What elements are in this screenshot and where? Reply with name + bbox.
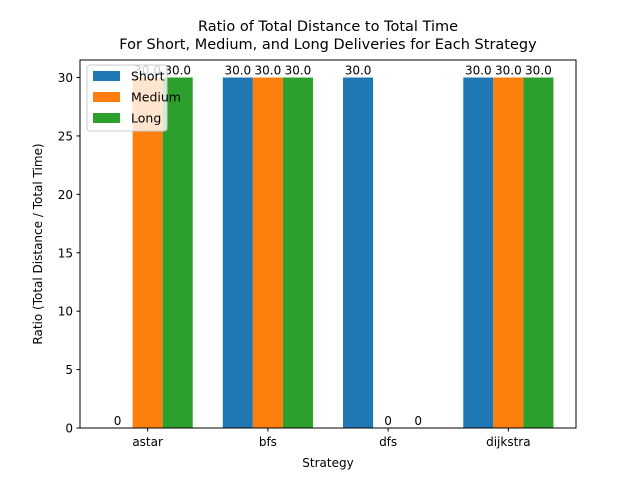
chart-title-line2: For Short, Medium, and Long Deliveries f…	[119, 37, 537, 53]
y-tick-label: 15	[58, 246, 73, 260]
x-tick-label-bfs: bfs	[259, 435, 277, 449]
y-tick-label: 30	[58, 71, 73, 85]
data-label-short-astar: 0	[114, 414, 122, 428]
data-label-long-bfs: 30.0	[285, 64, 312, 78]
plot-frame	[79, 59, 577, 429]
chart-title-line1: Ratio of Total Distance to Total Time	[198, 19, 458, 35]
data-label-short-bfs: 30.0	[224, 64, 251, 78]
legend-label-long: Long	[131, 111, 161, 126]
data-label-short-dfs: 30.0	[345, 64, 372, 78]
bar-medium-dijkstra	[493, 77, 524, 429]
legend: Short Medium Long	[86, 64, 181, 132]
bars-layer	[132, 77, 554, 429]
data-label-medium-dfs: 0	[384, 414, 392, 428]
x-tick-label-astar: astar	[132, 435, 163, 449]
bar-long-dijkstra	[523, 77, 554, 429]
legend-swatch-medium	[93, 92, 120, 102]
data-label-medium-dijkstra: 30.0	[495, 64, 522, 78]
data-label-long-dfs: 0	[414, 414, 422, 428]
y-axis-label: Ratio (Total Distance / Total Time)	[31, 143, 45, 344]
bar-short-dijkstra	[463, 77, 494, 429]
legend-label-medium: Medium	[131, 90, 181, 105]
bar-short-dfs	[343, 77, 374, 429]
x-tick-label-dijkstra: dijkstra	[486, 435, 530, 449]
legend-label-short: Short	[131, 69, 165, 84]
bar-long-bfs	[282, 77, 313, 429]
y-tick-label: 0	[65, 422, 73, 436]
y-tick-label: 10	[58, 305, 73, 319]
x-tick-label-dfs: dfs	[379, 435, 397, 449]
x-axis-label: Strategy	[302, 456, 353, 470]
y-tick-label: 20	[58, 188, 73, 202]
bar-long-astar	[162, 77, 193, 429]
ticks-layer: 0 5 10 15 20 25 30 astar bfs dfs dijkstra	[58, 71, 531, 449]
data-label-long-astar: 30.0	[164, 64, 191, 78]
y-tick-label: 5	[65, 363, 73, 377]
legend-swatch-long	[93, 113, 120, 123]
bar-short-bfs	[222, 77, 253, 429]
bar-medium-bfs	[252, 77, 283, 429]
data-label-long-dijkstra: 30.0	[525, 64, 552, 78]
bar-medium-astar	[132, 77, 163, 429]
data-label-medium-bfs: 30.0	[255, 64, 282, 78]
data-label-short-dijkstra: 30.0	[465, 64, 492, 78]
y-tick-label: 25	[58, 129, 73, 143]
legend-swatch-short	[93, 71, 120, 81]
